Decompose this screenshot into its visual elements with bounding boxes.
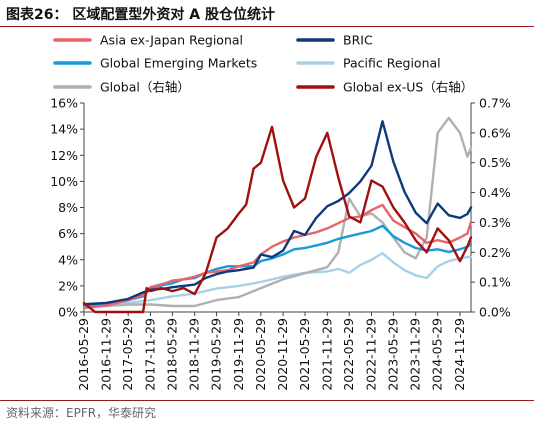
y-right-tick-label: 0.7% <box>479 96 511 111</box>
x-tick-label: 2016-11-29 <box>98 318 113 391</box>
y-left-tick-label: 10% <box>50 174 78 189</box>
x-tick-label: 2020-11-29 <box>275 318 290 391</box>
x-tick-label: 2017-05-29 <box>120 318 135 391</box>
y-left-tick-label: 8% <box>58 200 78 215</box>
y-right-tick-label: 0.4% <box>479 185 511 200</box>
series-line <box>82 125 473 314</box>
x-tick-label: 2016-05-29 <box>76 318 91 391</box>
axes: 0% 2% 4% 6% 8% 10% 12% 14% 16% 0.0% 0.1% 0.2% 0.3% 0.… <box>50 96 511 391</box>
legend-label: Global ex-US（右轴） <box>343 80 473 95</box>
y-left-tick-label: 0% <box>58 305 78 320</box>
plot-area <box>82 116 473 314</box>
x-tick-label: 2018-05-29 <box>164 318 179 391</box>
legend-label: Pacific Regional <box>343 56 441 71</box>
x-tick-label: 2024-11-29 <box>452 318 467 391</box>
x-tick-label: 2020-05-29 <box>253 318 268 391</box>
legend-label: Global（右轴） <box>100 80 190 95</box>
y-left-tick-label: 4% <box>58 252 78 267</box>
series-line <box>82 120 473 306</box>
x-tick-label: 2019-05-29 <box>209 318 224 391</box>
y-right-tick-label: 0.2% <box>479 245 511 260</box>
x-tick-label: 2023-05-29 <box>385 318 400 391</box>
y-left-tick-label: 12% <box>50 148 78 163</box>
x-tick-label: 2021-05-29 <box>297 318 312 391</box>
title-divider <box>0 26 534 27</box>
y-left-tick-label: 6% <box>58 226 78 241</box>
x-tick-label: 2017-11-29 <box>142 318 157 391</box>
chart-title: 图表26： 区域配置型外资对 A 股仓位统计 <box>6 7 275 23</box>
y-right-tick-label: 0.0% <box>479 305 511 320</box>
legend: Asia ex-Japan Regional BRIC Global Emergin… <box>53 33 473 95</box>
x-tick-label: 2018-11-29 <box>187 318 202 391</box>
source-note: 资料来源：EPFR，华泰研究 <box>6 406 157 420</box>
x-tick-label: 2024-05-29 <box>430 318 445 391</box>
legend-label: BRIC <box>343 33 373 48</box>
series-line <box>82 116 473 308</box>
x-tick-label: 2019-11-29 <box>231 318 246 391</box>
x-tick-label: 2021-11-29 <box>319 318 334 391</box>
y-right-tick-label: 0.6% <box>479 125 511 140</box>
source-divider <box>0 400 534 401</box>
y-left-tick-label: 2% <box>58 278 78 293</box>
x-tick-label: 2022-05-29 <box>341 318 356 391</box>
y-right-tick-label: 0.5% <box>479 155 511 170</box>
legend-label: Asia ex-Japan Regional <box>100 33 243 48</box>
y-right-tick-label: 0.3% <box>479 215 511 230</box>
chart: Asia ex-Japan Regional BRIC Global Emergin… <box>50 33 511 391</box>
y-left-tick-label: 14% <box>50 122 78 137</box>
y-left-tick-label: 16% <box>50 96 78 111</box>
series-line <box>82 224 473 307</box>
y-right-tick-label: 0.1% <box>479 275 511 290</box>
x-tick-label: 2022-11-29 <box>363 318 378 391</box>
x-tick-label: 2023-11-29 <box>408 318 423 391</box>
series-line <box>82 251 473 307</box>
legend-label: Global Emerging Markets <box>100 56 257 71</box>
series-line <box>82 203 473 310</box>
